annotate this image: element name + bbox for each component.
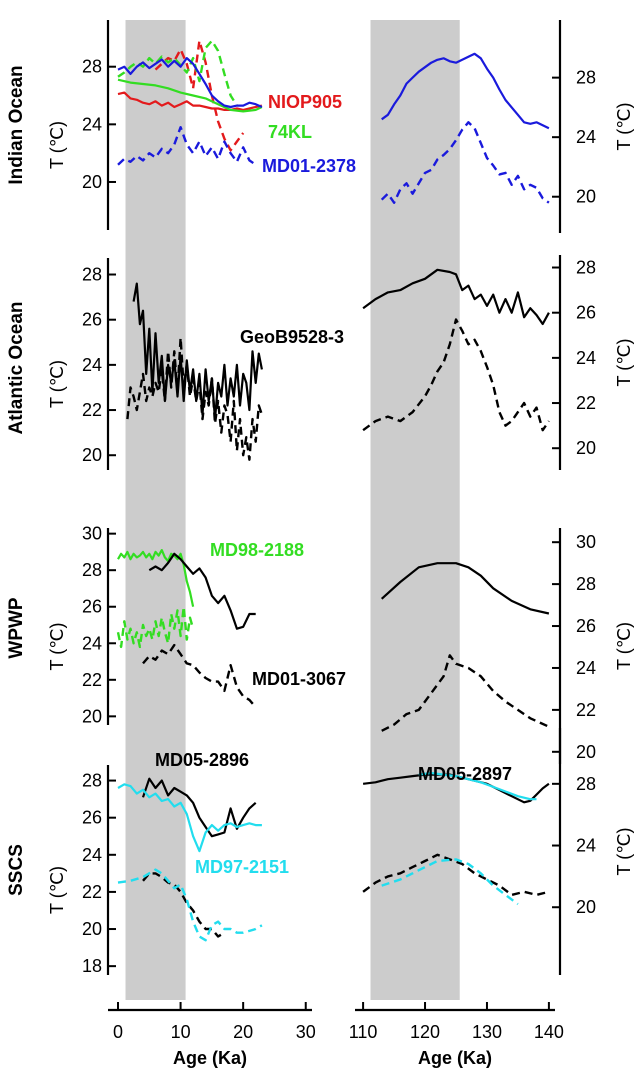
right-y-tick-label: 30 bbox=[576, 532, 596, 552]
right-y-tick-label: 20 bbox=[576, 187, 596, 207]
left-y-axis-label: T (℃) bbox=[47, 866, 67, 914]
left-y-tick-label: 28 bbox=[82, 771, 102, 791]
shaded-intervals bbox=[125, 20, 460, 1000]
series-line-md01-2378-left-solid bbox=[117, 56, 263, 109]
left-y-tick-label: 30 bbox=[82, 524, 102, 544]
left-y-tick-label: 24 bbox=[82, 114, 102, 134]
series-label-md01-2378: MD01-2378 bbox=[262, 156, 356, 176]
panel-label-indian-ocean: Indian Ocean bbox=[6, 65, 27, 184]
right-x-tick-label: 130 bbox=[472, 1022, 502, 1042]
axes: 20 24 28 T (℃) 20 24 28 T (℃) 20 22 24 26 28 T (℃) 20 2… bbox=[47, 20, 634, 1068]
right-y-tick-label: 20 bbox=[576, 897, 596, 917]
left-y-tick-label: 24 bbox=[82, 355, 102, 375]
left-y-tick-label: 24 bbox=[82, 633, 102, 653]
temperature-curves bbox=[116, 39, 550, 942]
right-x-tick-label: 140 bbox=[534, 1022, 564, 1042]
series-line-74kl-left-dashed bbox=[117, 39, 238, 107]
series-line-curve-right-solid bbox=[381, 52, 550, 130]
right-y-tick-label: 20 bbox=[576, 438, 596, 458]
right-x-tick-label: 120 bbox=[410, 1022, 440, 1042]
shade-right bbox=[370, 20, 460, 1000]
series-line-niop905-left-dashed bbox=[154, 39, 245, 152]
series-line-geob9528-3-left-solid bbox=[132, 282, 263, 421]
left-x-tick-label: 0 bbox=[113, 1022, 123, 1042]
left-y-tick-label: 28 bbox=[82, 57, 102, 77]
right-x-axis-label: Age (Ka) bbox=[418, 1048, 492, 1068]
left-y-axis-label: T (℃) bbox=[47, 121, 67, 169]
series-label-md97-2151: MD97-2151 bbox=[195, 857, 289, 877]
left-y-axis-label: T (℃) bbox=[47, 360, 67, 408]
left-x-tick-label: 10 bbox=[171, 1022, 191, 1042]
series-line-md01-3067-left-dashed bbox=[142, 643, 257, 708]
series-label-md05-2897: MD05-2897 bbox=[418, 764, 512, 784]
right-y-tick-label: 26 bbox=[576, 616, 596, 636]
series-line-74kl-left-solid bbox=[117, 78, 263, 113]
series-line-md05-2897-right-solid bbox=[418, 771, 537, 801]
left-y-tick-label: 22 bbox=[82, 882, 102, 902]
right-y-tick-label: 24 bbox=[576, 836, 596, 856]
right-y-tick-label: 28 bbox=[576, 774, 596, 794]
series-line-md01-2378-left-dashed bbox=[117, 125, 257, 166]
series-line-md97-2151-left-solid bbox=[117, 783, 262, 853]
right-y-axis-label: T (℃) bbox=[614, 339, 634, 387]
right-y-tick-label: 22 bbox=[576, 393, 596, 413]
series-line-md98-2188-left-solid bbox=[117, 548, 195, 607]
shade-left bbox=[125, 20, 186, 1000]
series-line-curve-right-dashed bbox=[362, 318, 550, 432]
left-y-tick-label: 20 bbox=[82, 919, 102, 939]
left-y-tick-label: 18 bbox=[82, 956, 102, 976]
left-y-tick-label: 22 bbox=[82, 670, 102, 690]
series-line-niop905-left-solid bbox=[117, 91, 263, 112]
series-line-md01-3067-left-solid bbox=[148, 552, 256, 630]
right-y-axis-label: T (℃) bbox=[614, 828, 634, 876]
left-x-axis-label: Age (Ka) bbox=[173, 1048, 247, 1068]
series-line-geob9528-3-left-dashed bbox=[126, 336, 264, 461]
left-y-tick-label: 20 bbox=[82, 445, 102, 465]
right-y-tick-label: 28 bbox=[576, 258, 596, 278]
panel-label-wpwp: WPWP bbox=[6, 597, 27, 659]
left-y-tick-label: 26 bbox=[82, 808, 102, 828]
series-line-md05-2896-left-solid bbox=[141, 777, 257, 838]
series-label-geob9528-3: GeoB9528-3 bbox=[240, 327, 344, 347]
left-x-tick-label: 30 bbox=[296, 1022, 316, 1042]
left-y-tick-label: 20 bbox=[82, 172, 102, 192]
left-y-tick-label: 28 bbox=[82, 560, 102, 580]
right-y-tick-label: 28 bbox=[576, 574, 596, 594]
series-line-md97-2151-left-dashed bbox=[117, 868, 263, 942]
right-x-tick-label: 110 bbox=[349, 1022, 378, 1042]
series-line-curve-right-solid bbox=[380, 562, 550, 615]
right-y-tick-label: 26 bbox=[576, 303, 596, 323]
series-label-md01-3067: MD01-3067 bbox=[252, 669, 346, 689]
left-y-tick-label: 26 bbox=[82, 597, 102, 617]
left-y-tick-label: 24 bbox=[82, 845, 102, 865]
series-line-curve-right-dashed bbox=[381, 654, 550, 732]
right-y-tick-label: 24 bbox=[576, 658, 596, 678]
left-x-tick-label: 20 bbox=[233, 1022, 253, 1042]
series-line-md98-2188-left-dashed bbox=[116, 605, 195, 649]
left-y-tick-label: 28 bbox=[82, 265, 102, 285]
series-line-curve-right-dashed bbox=[362, 853, 550, 897]
left-y-tick-label: 20 bbox=[82, 706, 102, 726]
series-label-md98-2188: MD98-2188 bbox=[210, 540, 304, 560]
right-y-axis-label: T (℃) bbox=[614, 103, 634, 151]
series-label-md05-2896: MD05-2896 bbox=[155, 750, 249, 770]
left-y-tick-label: 22 bbox=[82, 400, 102, 420]
series-line-curve-right-solid bbox=[362, 268, 550, 326]
left-y-tick-label: 26 bbox=[82, 310, 102, 330]
right-y-tick-label: 22 bbox=[576, 700, 596, 720]
panel-label-sscs: SSCS bbox=[6, 844, 27, 896]
right-y-tick-label: 20 bbox=[576, 742, 596, 762]
series-label-niop905: NIOP905 bbox=[268, 92, 342, 112]
series-line-curve-right-dashed bbox=[381, 858, 519, 906]
annotations: Indian Ocean NIOP905 74KL MD01-2378 Atlantic… bbox=[6, 65, 512, 896]
panel-label-atlantic-ocean: Atlantic Ocean bbox=[6, 301, 27, 434]
series-label-74kl: 74KL bbox=[268, 122, 312, 142]
right-y-axis-label: T (℃) bbox=[614, 622, 634, 670]
right-y-tick-label: 24 bbox=[576, 348, 596, 368]
left-y-axis-label: T (℃) bbox=[47, 623, 67, 671]
right-y-tick-label: 28 bbox=[576, 68, 596, 88]
right-y-tick-label: 24 bbox=[576, 127, 596, 147]
